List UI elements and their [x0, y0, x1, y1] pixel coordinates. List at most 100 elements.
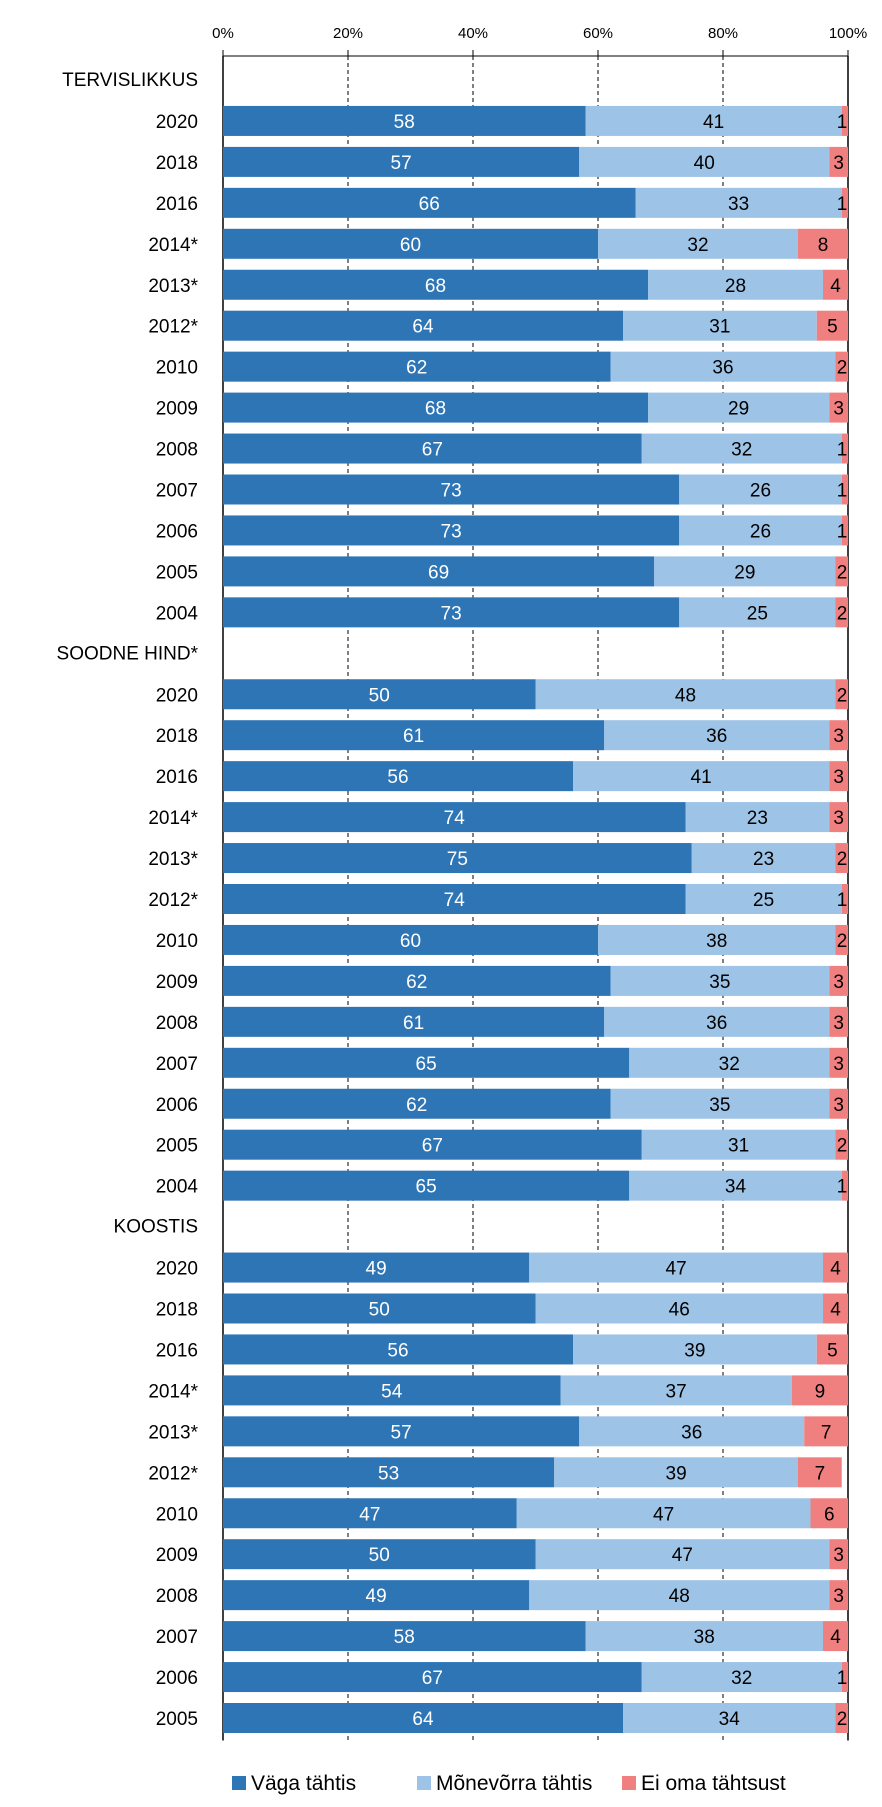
- data-label: 1: [837, 194, 848, 215]
- data-label: 25: [747, 603, 768, 624]
- data-label: 64: [412, 317, 434, 338]
- data-label: 1: [837, 1177, 848, 1198]
- year-label: 2008: [156, 1586, 198, 1607]
- data-label: 4: [830, 1300, 841, 1321]
- year-label: 2005: [156, 1709, 198, 1730]
- data-label: 37: [666, 1381, 687, 1402]
- data-label: 38: [706, 931, 727, 952]
- year-label: 2013*: [148, 849, 198, 870]
- year-label: 2010: [156, 358, 198, 379]
- data-label: 38: [694, 1627, 715, 1648]
- year-label: 2008: [156, 1013, 198, 1034]
- legend-swatch-monevorra: [417, 1776, 431, 1790]
- year-label: 2016: [156, 767, 198, 788]
- data-label: 31: [709, 317, 730, 338]
- data-label: 3: [833, 767, 844, 788]
- data-label: 57: [391, 1422, 412, 1443]
- year-label: 2012*: [148, 890, 198, 911]
- data-label: 34: [719, 1709, 741, 1730]
- data-label: 35: [709, 972, 730, 993]
- data-label: 4: [830, 1627, 841, 1648]
- x-tick-label: 0%: [212, 25, 234, 42]
- data-label: 2: [837, 849, 848, 870]
- data-label: 6: [824, 1504, 835, 1525]
- year-label: 2014*: [148, 235, 198, 256]
- data-label: 74: [444, 890, 466, 911]
- group-label: SOODNE HIND*: [57, 643, 199, 664]
- data-label: 2: [837, 1709, 848, 1730]
- data-label: 65: [416, 1054, 437, 1075]
- year-label: 2009: [156, 1545, 198, 1566]
- year-label: 2012*: [148, 317, 198, 338]
- data-label: 2: [837, 562, 848, 583]
- data-label: 47: [666, 1259, 687, 1280]
- data-label: 47: [653, 1504, 674, 1525]
- data-label: 1: [837, 112, 848, 133]
- data-label: 28: [725, 276, 746, 297]
- x-tick-label: 80%: [708, 25, 738, 42]
- data-label: 73: [441, 521, 462, 542]
- data-label: 41: [703, 112, 724, 133]
- data-label: 3: [833, 1586, 844, 1607]
- data-label: 3: [833, 1054, 844, 1075]
- data-label: 49: [366, 1259, 387, 1280]
- data-label: 48: [675, 685, 696, 706]
- data-label: 1: [837, 1668, 848, 1689]
- x-tick-label: 60%: [583, 25, 613, 42]
- data-label: 29: [734, 562, 755, 583]
- data-label: 3: [833, 153, 844, 174]
- data-label: 1: [837, 521, 848, 542]
- data-label: 41: [691, 767, 712, 788]
- year-label: 2012*: [148, 1463, 198, 1484]
- year-label: 2013*: [148, 276, 198, 297]
- year-label: 2010: [156, 1504, 198, 1525]
- data-label: 7: [815, 1463, 826, 1484]
- data-label: 7: [821, 1422, 832, 1443]
- data-label: 62: [406, 1095, 427, 1116]
- year-label: 2008: [156, 440, 198, 461]
- legend-label: Ei oma tähtsust: [641, 1772, 786, 1795]
- year-label: 2009: [156, 972, 198, 993]
- data-label: 5: [827, 317, 838, 338]
- x-tick-label: 40%: [458, 25, 488, 42]
- year-label: 2020: [156, 1259, 198, 1280]
- year-label: 2013*: [148, 1422, 198, 1443]
- data-label: 2: [837, 603, 848, 624]
- data-label: 50: [369, 1300, 390, 1321]
- data-label: 74: [444, 808, 466, 829]
- data-label: 1: [837, 481, 848, 502]
- data-label: 46: [669, 1300, 690, 1321]
- data-label: 50: [369, 685, 390, 706]
- data-label: 69: [428, 562, 449, 583]
- data-label: 2: [837, 1136, 848, 1157]
- data-label: 32: [687, 235, 708, 256]
- data-label: 29: [728, 399, 749, 420]
- data-label: 73: [441, 481, 462, 502]
- data-label: 23: [753, 849, 774, 870]
- data-label: 4: [830, 1259, 841, 1280]
- data-label: 67: [422, 1668, 443, 1689]
- year-label: 2016: [156, 194, 198, 215]
- year-label: 2009: [156, 399, 198, 420]
- data-label: 47: [359, 1504, 380, 1525]
- data-label: 61: [403, 726, 424, 747]
- data-label: 62: [406, 358, 427, 379]
- data-label: 39: [684, 1340, 705, 1361]
- data-label: 36: [706, 1013, 727, 1034]
- data-label: 9: [815, 1381, 826, 1402]
- data-label: 48: [669, 1586, 690, 1607]
- data-label: 68: [425, 276, 446, 297]
- data-label: 50: [369, 1545, 390, 1566]
- data-label: 67: [422, 440, 443, 461]
- year-label: 2005: [156, 1136, 198, 1157]
- data-label: 61: [403, 1013, 424, 1034]
- data-label: 32: [731, 440, 752, 461]
- year-label: 2007: [156, 1627, 198, 1648]
- legend-swatch-ei: [622, 1776, 636, 1790]
- data-label: 31: [728, 1136, 749, 1157]
- year-label: 2006: [156, 1668, 198, 1689]
- data-label: 65: [416, 1177, 437, 1198]
- data-label: 4: [830, 276, 841, 297]
- data-label: 3: [833, 1545, 844, 1566]
